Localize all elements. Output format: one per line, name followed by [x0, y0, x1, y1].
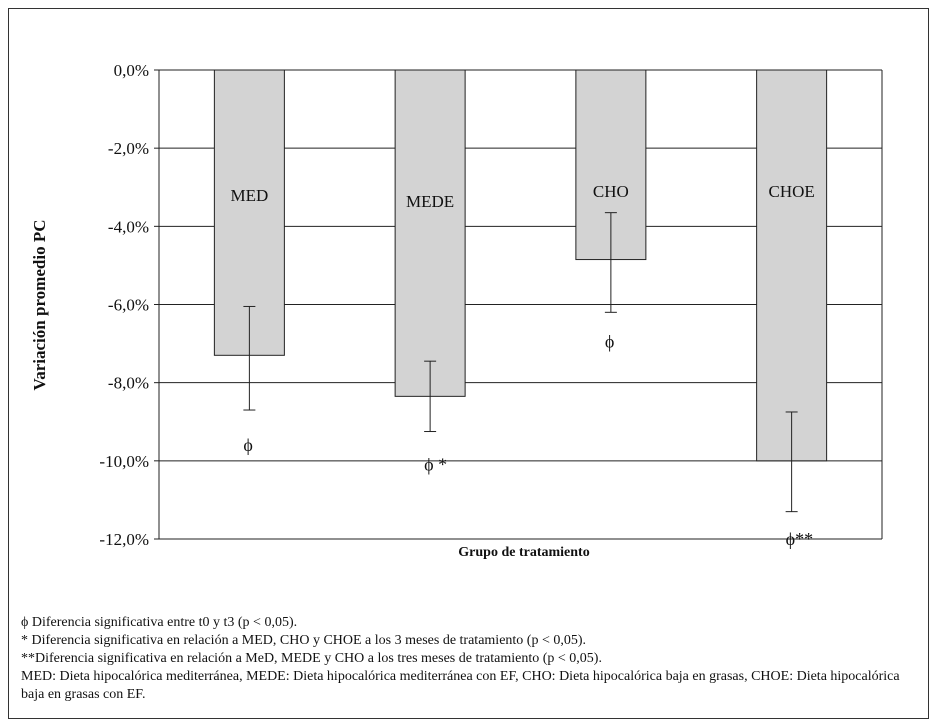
- figure-frame: 0,0% -2,0% -4,0% -6,0% -8,0% -10,0% -12,0% MED…: [8, 8, 929, 719]
- bar-label-cho: CHO: [593, 182, 629, 201]
- footnote-abbreviations: MED: Dieta hipocalórica mediterránea, ME…: [21, 669, 900, 702]
- footnote-phi: ϕ Diferencia significativa entre t0 y t3…: [21, 615, 298, 630]
- footnote-double-asterisk: **Diferencia significativa en relación a…: [21, 651, 602, 666]
- bar-choe: [756, 69, 828, 462]
- annotation-cho: ϕ: [605, 332, 614, 352]
- y-tick-label: -10,0%: [99, 452, 149, 471]
- bars: [213, 69, 828, 462]
- bar-labels: MED MEDE CHO CHOE: [230, 182, 814, 211]
- y-tick-label: -4,0%: [108, 217, 149, 236]
- footnote-asterisk: * Diferencia significativa en relación a…: [21, 633, 587, 648]
- bar-label-med: MED: [230, 186, 268, 205]
- y-tick-label: -8,0%: [108, 374, 149, 393]
- x-axis-label: Grupo de tratamiento: [458, 545, 589, 560]
- error-bar-med: [243, 305, 256, 411]
- y-tick-label: -6,0%: [108, 296, 149, 315]
- footnotes: ϕ Diferencia significativa entre t0 y t3…: [21, 614, 926, 704]
- y-axis-label: Variación promedio PC: [30, 220, 49, 391]
- y-tick-label: -12,0%: [99, 530, 149, 549]
- bar-label-mede: MEDE: [406, 192, 454, 211]
- y-axis: 0,0% -2,0% -4,0% -6,0% -8,0% -10,0% -12,0%: [99, 61, 883, 549]
- annotation-choe: ϕ**: [786, 529, 813, 549]
- y-tick-label: 0,0%: [114, 61, 149, 80]
- annotations: ϕ ϕ * ϕ ϕ**: [243, 332, 813, 549]
- error-bars: [243, 212, 798, 513]
- error-bar-cho: [604, 212, 617, 313]
- error-bar-mede: [424, 360, 437, 433]
- bar-mede: [394, 69, 466, 397]
- annotation-med: ϕ: [243, 435, 252, 455]
- error-bar-choe: [785, 411, 798, 513]
- bar-chart: 0,0% -2,0% -4,0% -6,0% -8,0% -10,0% -12,0% MED…: [30, 61, 883, 560]
- annotation-mede: ϕ *: [424, 455, 447, 475]
- y-tick-label: -2,0%: [108, 139, 149, 158]
- bar-label-choe: CHOE: [768, 182, 814, 201]
